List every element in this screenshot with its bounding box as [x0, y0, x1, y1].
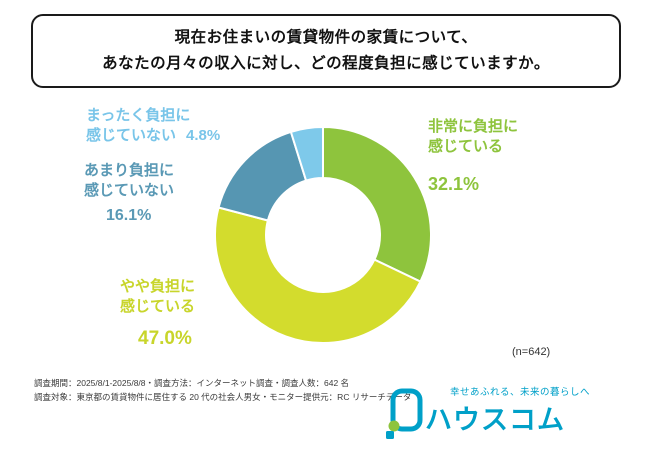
- survey-notes-line2: 調査対象：東京都の賃貸物件に居住する 20 代の社会人男女・モニター提供元：RC…: [34, 392, 412, 403]
- label-line: 感じている: [428, 138, 504, 156]
- label-percent: 47.0%: [138, 327, 192, 349]
- donut-segment: [289, 125, 324, 182]
- donut-segment: [214, 206, 422, 345]
- donut-segment: [322, 125, 432, 283]
- survey-question-line1: 現在お住まいの賃貸物件の家賃について、: [174, 29, 478, 47]
- donut-segment: [217, 130, 308, 222]
- donut-chart: [211, 123, 435, 347]
- logo-name: ハウスコム: [425, 405, 565, 435]
- label-not-much-burden: あまり負担に 感じていない 16.1%: [84, 161, 174, 226]
- donut-svg: [214, 125, 432, 345]
- label-line: まったく負担に: [86, 107, 191, 124]
- label-line: 感じている: [120, 298, 196, 316]
- sample-size-note: (n=642): [512, 346, 551, 358]
- label-line: やや負担に: [120, 278, 196, 295]
- label-line: 感じていない: [86, 127, 177, 145]
- label-line: あまり負担に: [84, 162, 175, 179]
- logo-tagline: 幸せあふれる、未来の暮らしへ: [450, 387, 591, 398]
- label-somewhat-burden: やや負担に 感じている 47.0%: [120, 277, 195, 351]
- label-no-burden-at-all: まったく負担に 感じていない 4.8%: [86, 106, 220, 147]
- label-line: 感じていない: [84, 182, 175, 200]
- label-percent: 16.1%: [106, 206, 152, 224]
- label-percent: 4.8%: [186, 127, 221, 145]
- survey-notes-line1: 調査期間：2025/8/1-2025/8/8・調査方法：インターネット調査・調査…: [34, 378, 350, 388]
- label-line: 非常に負担に: [428, 118, 519, 135]
- survey-question-line2: あなたの月々の収入に対し、どの程度負担に感じていますか。: [102, 55, 550, 72]
- survey-notes: 調査期間：2025/8/1-2025/8/8・調査方法：インターネット調査・調査…: [34, 376, 411, 405]
- label-very-burden: 非常に負担に 感じている 32.1%: [428, 117, 518, 196]
- survey-question-box: 現在お住まいの賃貸物件の家賃について、 あなたの月々の収入に対し、どの程度負担に…: [31, 14, 621, 88]
- housecom-logo: 幸せあふれる、未来の暮らしへ ハウスコム: [383, 382, 623, 444]
- label-percent: 32.1%: [428, 173, 480, 194]
- housecom-door-icon: [383, 388, 427, 445]
